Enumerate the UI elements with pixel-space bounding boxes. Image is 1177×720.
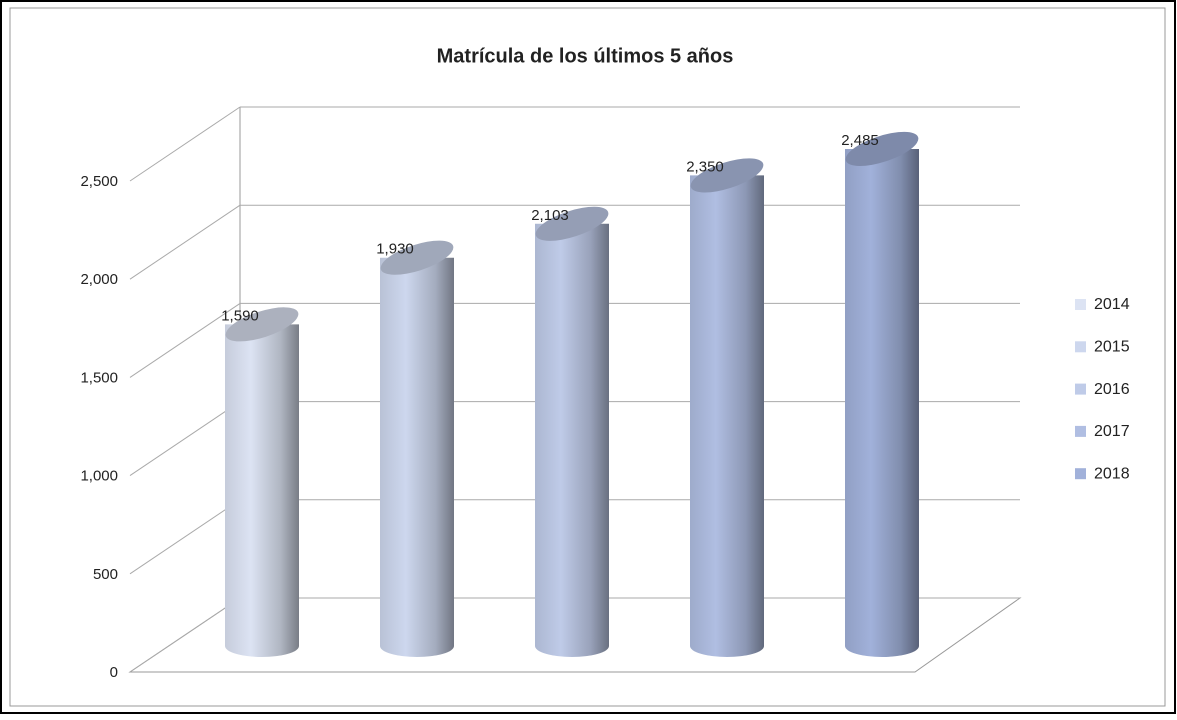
value-label: 2,103 xyxy=(531,207,569,224)
legend-swatch xyxy=(1075,383,1086,395)
grid-line-side xyxy=(129,106,241,182)
cylinder-top xyxy=(845,131,919,166)
legend-label: 2015 xyxy=(1094,339,1130,356)
cylinder xyxy=(535,206,609,657)
legend-swatch xyxy=(1075,299,1086,310)
cylinder-top xyxy=(535,206,609,241)
grid-line-side xyxy=(129,401,241,477)
cylinder-top xyxy=(380,240,454,275)
cylinder-body xyxy=(380,257,454,657)
grid-line-side xyxy=(129,302,241,378)
legend-swatch xyxy=(1075,341,1086,353)
chart-title: Matrícula de los últimos 5 años xyxy=(437,45,734,67)
legend-label: 2018 xyxy=(1094,465,1130,482)
y-tick-label: 1,000 xyxy=(80,468,118,485)
cylinder-body xyxy=(845,148,919,657)
value-label: 1,930 xyxy=(376,241,414,258)
cylinder xyxy=(380,240,454,657)
grid-line-side xyxy=(129,597,241,673)
y-tick-label: 2,000 xyxy=(80,271,118,288)
legend-label: 2014 xyxy=(1094,296,1130,313)
legend-swatch xyxy=(1075,468,1086,480)
grid-line-side xyxy=(129,499,241,575)
cylinder xyxy=(690,158,764,657)
value-label: 1,590 xyxy=(221,307,259,324)
value-label: 2,485 xyxy=(841,132,879,149)
y-tick-label: 0 xyxy=(110,664,118,681)
value-label: 2,350 xyxy=(686,158,724,175)
cylinder-body xyxy=(225,324,299,657)
grid-line-side xyxy=(129,204,241,280)
cylinder-body xyxy=(690,175,764,657)
legend-label: 2017 xyxy=(1094,423,1130,440)
y-tick-label: 500 xyxy=(93,566,118,583)
cylinder xyxy=(225,307,299,657)
cylinder-body xyxy=(535,223,609,657)
legend-label: 2016 xyxy=(1094,381,1130,398)
cylinder xyxy=(845,131,919,657)
legend-swatch xyxy=(1075,425,1086,437)
y-tick-label: 1,500 xyxy=(80,369,118,386)
cylinder-top xyxy=(690,158,764,193)
cylinder-top xyxy=(225,307,299,342)
y-tick-label: 2,500 xyxy=(80,173,118,190)
